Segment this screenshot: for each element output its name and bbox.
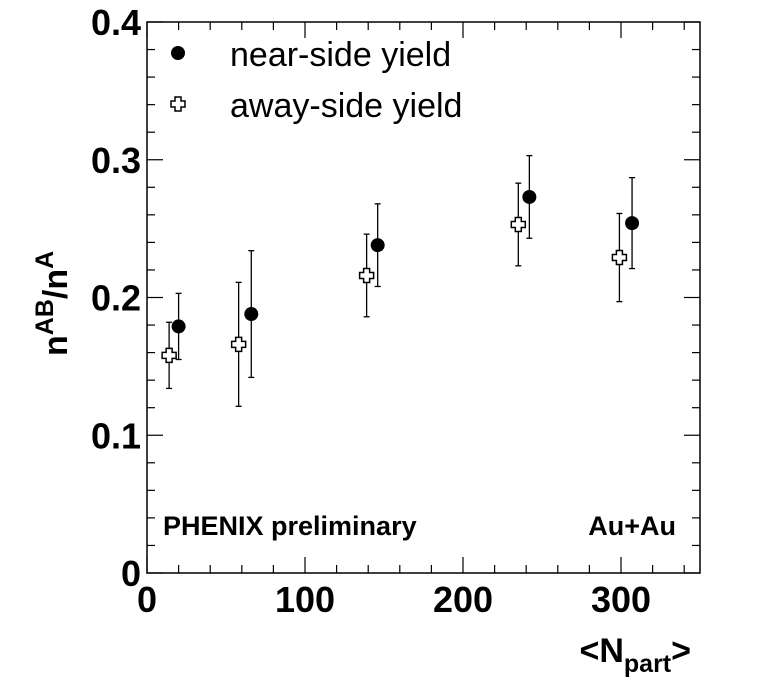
marker-circle xyxy=(370,238,385,253)
y-axis-title-sup1: AB xyxy=(31,299,59,335)
marker-circle xyxy=(522,189,537,204)
away-side-point xyxy=(161,321,177,390)
y-axis-title: nAB/nA xyxy=(31,251,75,356)
marker-cross xyxy=(510,216,527,233)
y-tick-label: 0.1 xyxy=(91,415,141,456)
axis-ticks xyxy=(146,21,700,574)
x-tick-label: 0 xyxy=(137,579,157,620)
y-tick-label: 0.3 xyxy=(91,140,141,181)
legend: near-side yield away-side yield xyxy=(170,36,462,125)
near-side-point xyxy=(625,177,640,270)
away-side-point xyxy=(230,281,247,407)
legend-marker-near-side xyxy=(171,46,185,60)
x-tick-label: 100 xyxy=(275,579,335,620)
marker-cross xyxy=(161,347,177,364)
away-side-point xyxy=(510,182,527,267)
near-side-point xyxy=(171,292,186,361)
marker-cross xyxy=(611,249,628,266)
near-side-point xyxy=(522,154,537,239)
y-tick-label: 0.4 xyxy=(91,2,141,43)
near-side-point xyxy=(370,203,385,288)
x-tick-label: 200 xyxy=(433,579,493,620)
data-points xyxy=(161,154,640,407)
away-side-point xyxy=(611,212,628,303)
x-axis-title-end: > xyxy=(671,632,691,670)
marker-cross xyxy=(358,267,375,284)
x-axis-title-sub: part xyxy=(624,650,672,678)
legend-label-away-side: away-side yield xyxy=(230,87,462,125)
tick-labels: 0 100 200 300 0 0.1 0.2 0.3 0.4 xyxy=(91,2,651,620)
annotation-phenix: PHENIX preliminary xyxy=(163,511,417,541)
x-axis-title: <Npart> xyxy=(579,632,691,678)
legend-label-near-side: near-side yield xyxy=(230,36,451,74)
x-tick-label: 300 xyxy=(591,579,651,620)
y-tick-label: 0 xyxy=(121,553,141,594)
y-tick-label: 0.2 xyxy=(91,278,141,319)
annotation-system: Au+Au xyxy=(588,511,676,541)
marker-circle xyxy=(171,319,186,334)
marker-circle xyxy=(244,307,259,322)
near-side-point xyxy=(244,250,259,379)
y-axis-title-slash: /n xyxy=(37,269,75,299)
marker-cross xyxy=(230,336,247,353)
y-axis-title-sup2: A xyxy=(31,251,59,269)
marker-circle xyxy=(625,216,640,231)
legend-marker-away-side xyxy=(170,96,186,112)
away-side-point xyxy=(358,233,375,318)
